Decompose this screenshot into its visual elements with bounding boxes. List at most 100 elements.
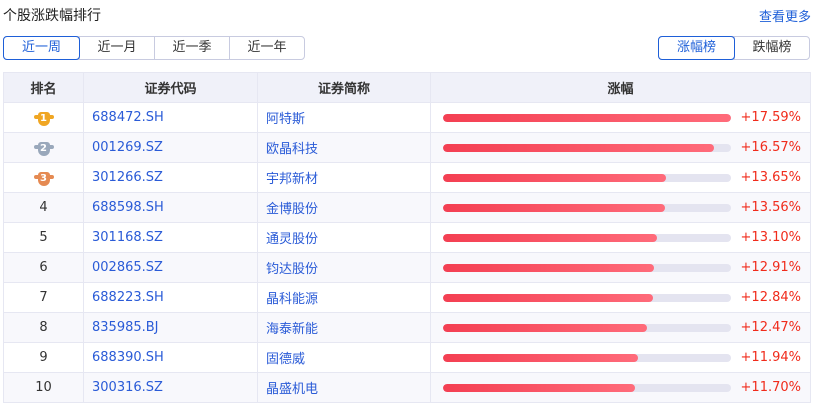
rank-cell: 4 (3, 192, 84, 223)
change-value: +13.56% (740, 200, 801, 215)
change-bar-fill (443, 203, 666, 212)
header-rank: 排名 (3, 72, 84, 103)
table-row[interactable]: 5 301168.SZ 通灵股份 +13.10% (3, 222, 811, 253)
rank-number: 10 (35, 380, 52, 395)
change-bar-track (443, 353, 731, 362)
stock-code[interactable]: 002865.SZ (83, 252, 258, 283)
change-value: +13.65% (740, 170, 801, 185)
tab-gainers[interactable]: 涨幅榜 (658, 36, 735, 60)
stock-name[interactable]: 欧晶科技 (257, 132, 431, 163)
rank-number: 4 (39, 200, 48, 215)
rank-cell: 7 (3, 282, 84, 313)
rank-cell: 10 (3, 372, 84, 403)
table-row[interactable]: 8 835985.BJ 海泰新能 +12.47% (3, 312, 811, 343)
table-row[interactable]: 3 301266.SZ 宇邦新材 +13.65% (3, 162, 811, 193)
change-bar-track (443, 113, 731, 122)
stock-name[interactable]: 金博股份 (257, 192, 431, 223)
header-change: 涨幅 (430, 72, 811, 103)
page-title: 个股涨跌幅排行 (3, 8, 101, 24)
change-bar-track (443, 233, 731, 242)
change-value: +12.47% (740, 320, 801, 335)
ranking-table: 排名 证券代码 证券简称 涨幅 1 688472.SH 阿特斯 +17.59% 2… (3, 72, 811, 403)
header-code: 证券代码 (83, 72, 258, 103)
tab-month[interactable]: 近一月 (79, 37, 154, 59)
rank-number: 6 (39, 260, 48, 275)
change-cell: +13.56% (430, 192, 811, 223)
medal-icon: 2 (33, 139, 54, 157)
change-bar-track (443, 143, 731, 152)
change-cell: +16.57% (430, 132, 811, 163)
change-bar-fill (443, 323, 648, 332)
change-cell: +13.65% (430, 162, 811, 193)
rank-cell: 9 (3, 342, 84, 373)
change-bar-track (443, 173, 731, 182)
view-more-link[interactable]: 查看更多 (758, 10, 811, 25)
change-value: +12.91% (740, 260, 801, 275)
stock-code[interactable]: 688223.SH (83, 282, 258, 313)
change-bar-track (443, 383, 731, 392)
rank-type-tabs: 涨幅榜 跌幅榜 (658, 36, 810, 60)
table-row[interactable]: 2 001269.SZ 欧晶科技 +16.57% (3, 132, 811, 163)
change-bar-track (443, 263, 731, 272)
stock-name[interactable]: 钧达股份 (257, 252, 431, 283)
stock-code[interactable]: 301168.SZ (83, 222, 258, 253)
table-row[interactable]: 1 688472.SH 阿特斯 +17.59% (3, 102, 811, 133)
rank-cell: 8 (3, 312, 84, 343)
stock-name[interactable]: 晶盛机电 (257, 372, 431, 403)
header-name: 证券简称 (257, 72, 431, 103)
stock-name[interactable]: 通灵股份 (257, 222, 431, 253)
stock-code[interactable]: 301266.SZ (83, 162, 258, 193)
change-bar-fill (443, 353, 639, 362)
rank-cell: 1 (3, 102, 84, 133)
table-row[interactable]: 4 688598.SH 金博股份 +13.56% (3, 192, 811, 223)
stock-name[interactable]: 阿特斯 (257, 102, 431, 133)
change-value: +11.94% (740, 350, 801, 365)
change-bar-fill (443, 173, 667, 182)
table-row[interactable]: 7 688223.SH 晶科能源 +12.84% (3, 282, 811, 313)
table-row[interactable]: 9 688390.SH 固德威 +11.94% (3, 342, 811, 373)
stock-code[interactable]: 688472.SH (83, 102, 258, 133)
stock-code[interactable]: 688598.SH (83, 192, 258, 223)
stock-name[interactable]: 晶科能源 (257, 282, 431, 313)
rank-cell: 2 (3, 132, 84, 163)
change-bar-fill (443, 293, 654, 302)
tab-quarter[interactable]: 近一季 (154, 37, 229, 59)
change-bar-track (443, 203, 731, 212)
rank-cell: 6 (3, 252, 84, 283)
change-value: +12.84% (740, 290, 801, 305)
change-value: +17.59% (740, 110, 801, 125)
stock-name[interactable]: 宇邦新材 (257, 162, 431, 193)
change-cell: +12.91% (430, 252, 811, 283)
rank-number: 9 (39, 350, 48, 365)
stock-name[interactable]: 海泰新能 (257, 312, 431, 343)
stock-code[interactable]: 688390.SH (83, 342, 258, 373)
change-bar-fill (443, 263, 655, 272)
medal-icon: 1 (33, 109, 54, 127)
rank-cell: 5 (3, 222, 84, 253)
change-value: +16.57% (740, 140, 801, 155)
table-row[interactable]: 10 300316.SZ 晶盛机电 +11.70% (3, 372, 811, 403)
rank-number: 8 (39, 320, 48, 335)
rank-number: 7 (39, 290, 48, 305)
stock-code[interactable]: 300316.SZ (83, 372, 258, 403)
table-row[interactable]: 6 002865.SZ 钧达股份 +12.91% (3, 252, 811, 283)
tab-losers[interactable]: 跌幅榜 (734, 37, 809, 59)
change-bar-fill (443, 233, 658, 242)
change-bar-track (443, 323, 731, 332)
rank-cell: 3 (3, 162, 84, 193)
stock-code[interactable]: 001269.SZ (83, 132, 258, 163)
stock-name[interactable]: 固德威 (257, 342, 431, 373)
change-cell: +12.47% (430, 312, 811, 343)
tab-week[interactable]: 近一周 (3, 36, 80, 60)
change-bar-fill (443, 383, 635, 392)
tab-year[interactable]: 近一年 (229, 37, 304, 59)
change-cell: +11.94% (430, 342, 811, 373)
change-cell: +11.70% (430, 372, 811, 403)
change-cell: +12.84% (430, 282, 811, 313)
change-value: +11.70% (740, 380, 801, 395)
change-bar-fill (443, 143, 715, 152)
medal-icon: 3 (33, 169, 54, 187)
rank-number: 5 (39, 230, 48, 245)
change-cell: +13.10% (430, 222, 811, 253)
stock-code[interactable]: 835985.BJ (83, 312, 258, 343)
